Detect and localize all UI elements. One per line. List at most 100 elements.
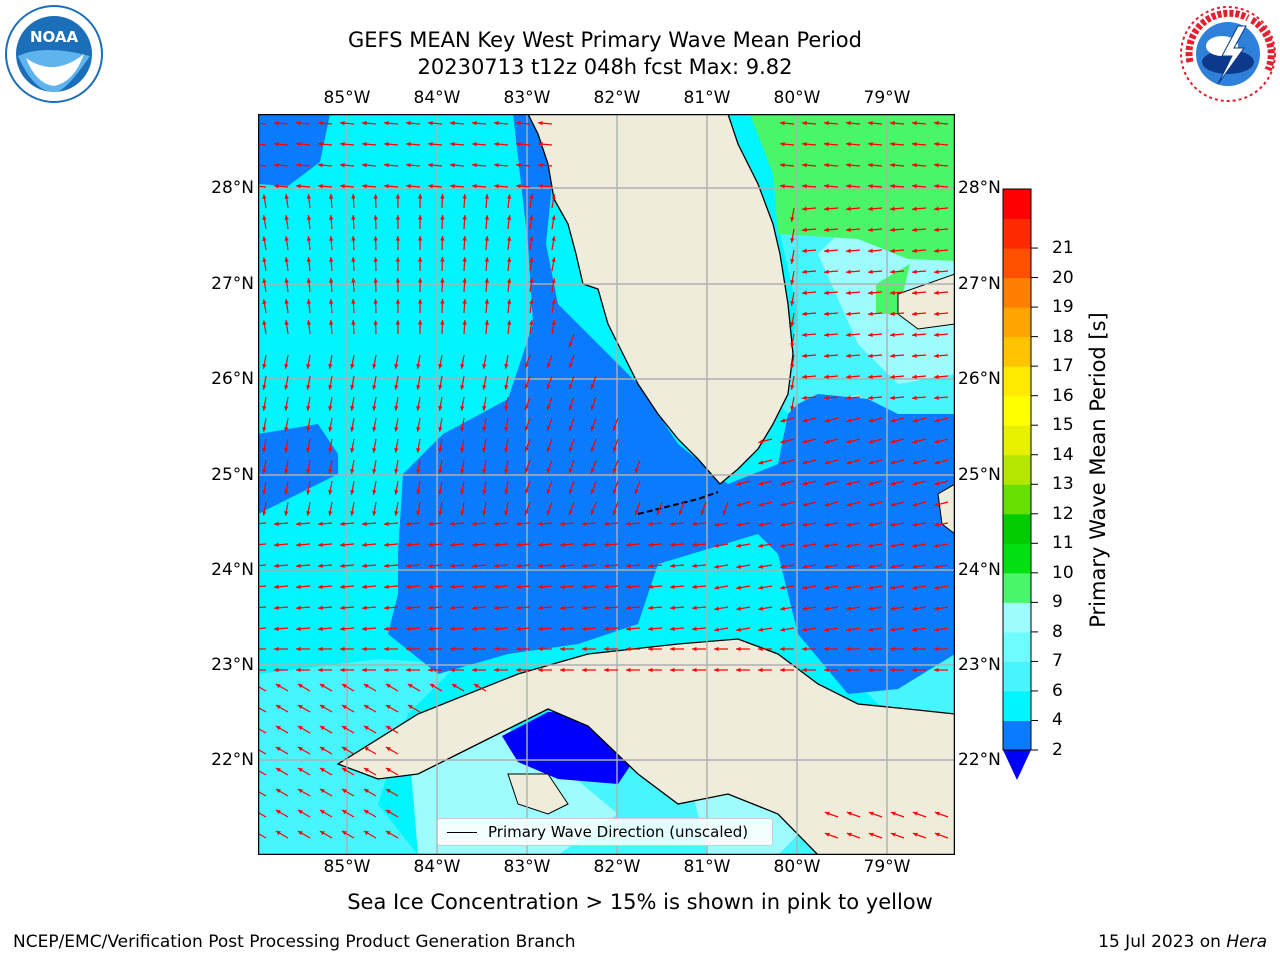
wave-arrow <box>297 788 311 797</box>
colorbar-tick-label: 20 <box>1052 267 1074 288</box>
wave-arrow <box>912 606 927 611</box>
wave-arrow <box>890 374 905 379</box>
wave-arrow <box>297 767 311 776</box>
colorbar-block <box>1003 513 1031 544</box>
wave-arrow <box>406 542 421 547</box>
wave-arrow <box>417 214 423 230</box>
wave-arrow <box>824 332 839 337</box>
wave-arrow <box>780 501 795 507</box>
wave-arrow <box>692 605 707 610</box>
wave-arrow <box>802 227 817 232</box>
wave-arrow <box>516 142 531 147</box>
wave-arrow <box>736 667 750 673</box>
wave-arrow <box>604 584 619 589</box>
wave-arrow <box>284 215 289 230</box>
wave-arrow <box>460 459 465 474</box>
wave-arrow <box>736 522 751 527</box>
wave-arrow <box>462 214 467 230</box>
wave-arrow <box>626 667 640 673</box>
wave-arrow <box>868 811 883 818</box>
wave-arrow <box>306 459 311 474</box>
wave-arrow <box>473 683 487 692</box>
wave-arrow <box>438 438 443 453</box>
wave-arrow <box>758 585 773 590</box>
wave-arrow <box>428 542 443 547</box>
wave-arrow <box>395 277 401 293</box>
wave-arrow <box>868 395 883 400</box>
wave-arrow <box>846 522 861 527</box>
wave-arrow <box>648 542 663 547</box>
wave-arrow <box>868 646 882 652</box>
wave-arrow <box>472 646 486 652</box>
wave-arrow <box>604 626 619 631</box>
wave-arrow <box>350 501 355 516</box>
wave-arrow <box>912 811 927 818</box>
wave-arrow <box>362 542 377 547</box>
wave-arrow <box>363 767 377 776</box>
wave-arrow <box>494 184 509 189</box>
wave-arrow <box>450 184 465 189</box>
wave-arrow <box>934 332 949 337</box>
legend-line-swatch <box>447 832 477 833</box>
wave-arrow <box>384 563 399 568</box>
wave-arrow <box>417 319 423 335</box>
wave-arrow <box>678 501 685 516</box>
wave-arrow <box>438 375 443 390</box>
colorbar-tick-label: 7 <box>1052 651 1063 672</box>
wave-arrow <box>484 299 490 314</box>
wave-arrow <box>802 311 817 316</box>
wave-arrow <box>538 563 553 568</box>
wave-arrow <box>417 193 423 209</box>
land-isla-juventud <box>507 773 569 815</box>
wave-arrow <box>296 163 311 168</box>
wave-arrow <box>506 194 512 209</box>
wave-arrow <box>934 606 949 611</box>
wave-arrow <box>912 438 927 444</box>
wave-arrow <box>350 417 355 432</box>
wave-arrow <box>670 667 684 673</box>
wave-arrow <box>274 563 289 568</box>
colorbar-block <box>1003 395 1031 426</box>
wave-arrow <box>373 298 378 314</box>
lon-label-bottom: 81°W <box>683 857 731 877</box>
wave-arrow <box>648 646 662 652</box>
wave-arrow <box>868 627 883 632</box>
wave-arrow <box>648 521 663 526</box>
wave-arrow <box>385 746 399 755</box>
wave-arrow <box>416 417 421 432</box>
wave-arrow <box>372 501 377 516</box>
wave-arrow <box>802 395 817 400</box>
wave-arrow <box>846 627 861 632</box>
wave-arrow <box>341 683 355 692</box>
wave-arrow <box>472 163 487 168</box>
wave-arrow <box>790 228 795 243</box>
wave-arrow <box>890 142 905 147</box>
wave-arrow <box>912 585 927 590</box>
wave-arrow <box>714 585 729 590</box>
wave-arrow <box>934 543 949 548</box>
wave-arrow <box>450 584 465 589</box>
wave-arrow <box>416 459 421 474</box>
wave-arrow <box>395 214 401 230</box>
lat-label-right: 25°N <box>958 465 1001 485</box>
wave-arrow <box>284 299 289 314</box>
wave-arrow <box>440 277 445 293</box>
wave-arrow <box>692 667 706 673</box>
wave-arrow <box>482 396 487 411</box>
wave-arrow <box>846 353 861 358</box>
wave-arrow <box>275 788 289 797</box>
noaa-logo-text: NOAA <box>30 28 79 46</box>
wave-arrow <box>802 290 817 295</box>
wave-arrow <box>340 605 355 610</box>
wave-arrow <box>460 417 465 432</box>
wave-arrow <box>824 627 839 632</box>
wave-arrow <box>363 683 377 692</box>
wave-arrow <box>506 320 512 335</box>
lon-label-bottom: 84°W <box>413 857 461 877</box>
wave-arrow <box>529 236 534 251</box>
wave-arrow <box>428 184 443 189</box>
wave-arrow <box>297 746 311 755</box>
colorbar-tick-label: 14 <box>1052 444 1074 465</box>
wave-arrow <box>736 543 751 548</box>
wave-arrow <box>504 459 509 474</box>
